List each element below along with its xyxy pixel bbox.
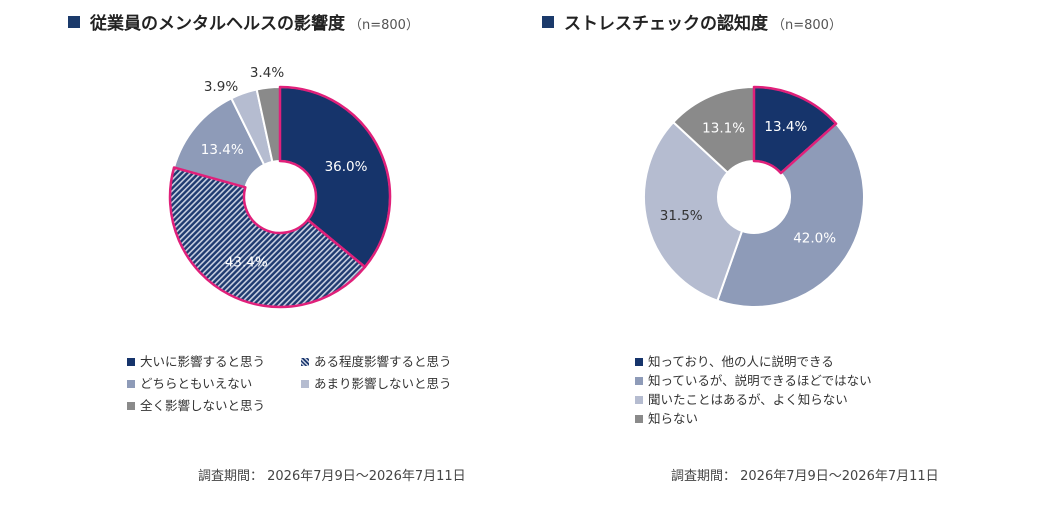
donut-chart-stress-check: 13.4% 42.0% 31.5% 13.1% [643,85,865,308]
data-label-2: 43.4% [225,255,268,271]
data-label-3: 31.5% [660,208,703,224]
highlight-outline-1 [752,85,838,175]
pie-slice-2 [716,122,865,308]
legend-label: 大いに影響すると思う [140,354,266,369]
chart-title: ストレスチェックの認知度 （n=800） [542,9,842,34]
legend-swatch-icon [127,358,135,366]
legend-swatch-icon [635,358,643,366]
legend-label: 全く影響しないと思う [140,398,266,413]
legend-item-1: 知っており、他の人に説明できる [635,351,834,370]
chart-panel-stress-check: ストレスチェックの認知度 （n=800） 13.4% 42.0% 31.5% 13.1%… [518,0,1037,515]
sample-size: （n=800） [349,18,419,33]
data-label-4: 3.9% [204,79,238,95]
legend-swatch-icon [301,380,309,388]
data-label-1: 36.0% [325,159,368,175]
legend-label: ある程度影響すると思う [314,354,452,369]
chart-title-text: 従業員のメンタルヘルスの影響度 [90,14,345,34]
legend-swatch-icon [301,358,309,366]
survey-period: 調査期間： 2026年7月9日～2026年7月11日 [671,469,939,484]
chart-title-text: ストレスチェックの認知度 [564,14,768,34]
legend-swatch-icon [635,415,643,423]
legend-item-3: 聞いたことはあるが、よく知らない [635,389,848,408]
legend-item-4: あまり影響しないと思う [301,373,452,392]
legend-swatch-icon [635,396,643,404]
chart-panel-mental-health: 従業員のメンタルヘルスの影響度 （n=800） 36.0% 43.4% 13.4% 3.… [0,0,518,515]
legend-label: 聞いたことはあるが、よく知らない [648,392,848,407]
legend-swatch-icon [635,377,643,385]
pie-slice-3 [643,120,744,303]
data-label-2: 42.0% [793,231,836,247]
donut-chart-mental-health: 36.0% 43.4% 13.4% 3.9% 3.4% [168,65,392,309]
legend-label: 知っているが、説明できるほどではない [648,373,872,388]
title-square-icon [68,16,80,28]
data-label-5: 3.4% [250,65,284,81]
legend-label: あまり影響しないと思う [314,376,452,391]
sample-size: （n=800） [772,18,842,33]
highlight-outline-2 [168,166,367,309]
data-label-3: 13.4% [201,142,244,158]
chart-title: 従業員のメンタルヘルスの影響度 （n=800） [68,9,419,34]
legend-item-5: 全く影響しないと思う [127,395,265,414]
legend-item-3: どちらともいえない [127,373,252,392]
legend-swatch-icon [127,402,135,410]
data-label-4: 13.1% [702,120,745,136]
legend-item-2: ある程度影響すると思う [301,351,452,370]
legend-label: 知らない [648,411,699,426]
title-square-icon [542,16,554,28]
legend-swatch-icon [127,380,135,388]
highlight-outline-1 [278,85,392,269]
legend-item-4: 知らない [635,408,698,427]
legend-label: 知っており、他の人に説明できる [648,354,834,369]
legend-label: どちらともいえない [140,376,253,391]
survey-period: 調査期間： 2026年7月9日～2026年7月11日 [198,469,466,484]
legend-item-1: 大いに影響すると思う [127,351,265,370]
legend: 知っており、他の人に説明できる知っているが、説明できるほどではない 聞いたことはあ… [635,351,1025,431]
legend-item-2: 知っているが、説明できるほどではない [635,370,872,389]
pie-slice-4 [671,85,755,174]
data-label-1: 13.4% [764,119,807,135]
legend: 大いに影響すると思う ある程度影響すると思うどちらともいえない あまり影響しないと思… [127,351,507,421]
